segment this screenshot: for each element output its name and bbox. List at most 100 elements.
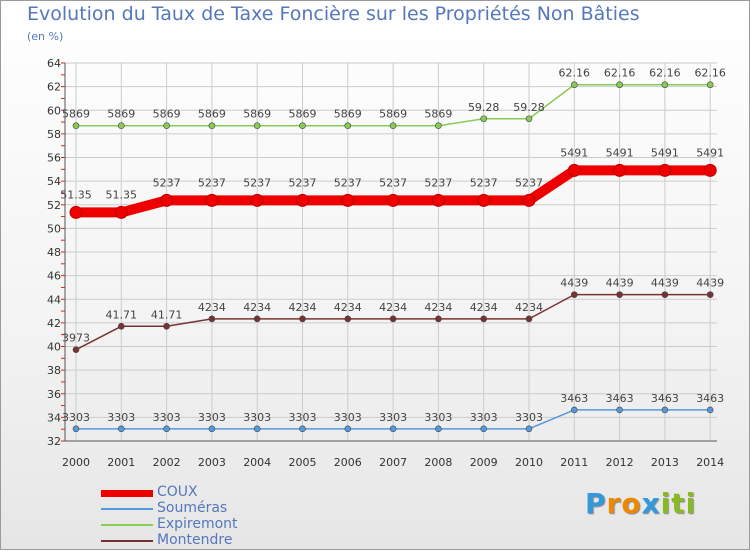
legend-item-soumeras: Souméras bbox=[101, 500, 301, 517]
data-point-soumeras bbox=[72, 425, 80, 433]
data-label-montendre: 4234 bbox=[379, 301, 407, 314]
data-point-soumeras bbox=[435, 425, 442, 433]
x-tick-label: 2011 bbox=[560, 456, 588, 469]
data-label-coux: 5237 bbox=[289, 176, 317, 189]
x-tick-label: 2002 bbox=[153, 456, 181, 469]
legend-swatch-montendre bbox=[101, 540, 153, 542]
data-point-montendre bbox=[253, 315, 261, 323]
data-label-soumeras: 3303 bbox=[62, 411, 90, 424]
data-label-coux: 51.35 bbox=[106, 188, 138, 201]
data-point-expiremont bbox=[480, 115, 488, 123]
data-point-soumeras bbox=[118, 425, 125, 433]
legend: COUX Souméras Expiremont Montendre bbox=[101, 484, 301, 549]
x-tick-label: 2001 bbox=[107, 456, 135, 469]
data-point-coux bbox=[658, 163, 672, 177]
legend-item-coux: COUX bbox=[101, 484, 301, 501]
data-label-expiremont: 62.16 bbox=[604, 67, 636, 80]
data-label-soumeras: 3303 bbox=[515, 411, 543, 424]
data-label-expiremont: 59.28 bbox=[468, 101, 500, 114]
data-point-soumeras bbox=[706, 406, 714, 414]
data-label-montendre: 41.71 bbox=[106, 308, 138, 321]
data-label-montendre: 4234 bbox=[198, 301, 226, 314]
x-tick-label: 2007 bbox=[379, 456, 407, 469]
data-point-montendre bbox=[570, 291, 578, 298]
data-point-soumeras bbox=[389, 425, 397, 433]
data-point-expiremont bbox=[72, 122, 80, 130]
data-point-soumeras bbox=[253, 425, 261, 433]
data-label-montendre: 4234 bbox=[289, 301, 317, 314]
data-label-montendre: 4234 bbox=[334, 301, 362, 314]
data-point-montendre bbox=[661, 291, 669, 298]
y-tick-label: 38 bbox=[47, 364, 61, 377]
data-point-montendre bbox=[616, 291, 623, 298]
data-label-coux: 5237 bbox=[470, 176, 498, 189]
logo-letter: i bbox=[685, 487, 697, 520]
legend-swatch-coux bbox=[101, 490, 153, 497]
data-point-coux bbox=[250, 193, 264, 207]
data-point-soumeras bbox=[661, 406, 669, 414]
data-label-coux: 5237 bbox=[243, 176, 271, 189]
y-tick-label: 54 bbox=[47, 175, 61, 188]
data-point-coux bbox=[613, 163, 627, 177]
data-point-soumeras bbox=[616, 406, 623, 414]
data-label-montendre: 4439 bbox=[696, 277, 724, 290]
data-label-expiremont: 5869 bbox=[289, 108, 317, 121]
y-tick-label: 56 bbox=[47, 152, 61, 165]
data-label-expiremont: 5869 bbox=[198, 108, 226, 121]
data-point-expiremont bbox=[525, 115, 533, 123]
logo-letter: i bbox=[660, 487, 672, 520]
data-label-soumeras: 3463 bbox=[560, 392, 588, 405]
x-tick-label: 2008 bbox=[424, 456, 452, 469]
data-label-coux: 5491 bbox=[606, 146, 634, 159]
data-point-coux bbox=[114, 205, 128, 219]
data-point-soumeras bbox=[208, 425, 216, 433]
data-label-montendre: 4234 bbox=[470, 301, 498, 314]
y-tick-label: 40 bbox=[47, 341, 61, 354]
logo-letter: P bbox=[585, 487, 607, 520]
data-label-coux: 5237 bbox=[334, 176, 362, 189]
legend-swatch-expiremont bbox=[101, 524, 153, 526]
data-label-coux: 5237 bbox=[198, 176, 226, 189]
legend-item-expiremont: Expiremont bbox=[101, 516, 301, 533]
data-point-coux bbox=[296, 193, 309, 207]
data-point-soumeras bbox=[344, 425, 352, 433]
data-point-expiremont bbox=[661, 81, 669, 89]
data-point-soumeras bbox=[480, 425, 488, 433]
data-point-coux bbox=[522, 193, 536, 207]
x-tick-label: 2003 bbox=[198, 456, 226, 469]
logo-letter: r bbox=[606, 487, 622, 520]
data-label-expiremont: 5869 bbox=[424, 108, 452, 121]
data-label-soumeras: 3303 bbox=[153, 411, 181, 424]
chart-subtitle: (en %) bbox=[27, 30, 64, 43]
data-label-expiremont: 62.16 bbox=[649, 67, 681, 80]
legend-label-soumeras: Souméras bbox=[157, 500, 228, 516]
y-tick-label: 42 bbox=[47, 317, 61, 330]
data-point-soumeras bbox=[570, 406, 578, 414]
data-label-soumeras: 3303 bbox=[334, 411, 362, 424]
data-label-montendre: 41.71 bbox=[151, 308, 183, 321]
data-point-expiremont bbox=[706, 81, 714, 89]
y-tick-label: 50 bbox=[47, 222, 61, 235]
logo-letter: o bbox=[621, 487, 642, 520]
data-label-soumeras: 3463 bbox=[696, 392, 724, 405]
data-label-montendre: 4234 bbox=[515, 301, 543, 314]
data-label-coux: 5491 bbox=[651, 146, 679, 159]
data-label-soumeras: 3303 bbox=[107, 411, 135, 424]
legend-label-montendre: Montendre bbox=[157, 532, 233, 548]
data-point-expiremont bbox=[435, 122, 442, 130]
y-tick-label: 62 bbox=[47, 81, 61, 94]
y-tick-label: 36 bbox=[47, 388, 61, 401]
data-label-soumeras: 3303 bbox=[379, 411, 407, 424]
legend-swatch-soumeras bbox=[101, 508, 153, 510]
data-label-expiremont: 5869 bbox=[334, 108, 362, 121]
x-tick-label: 2009 bbox=[470, 456, 498, 469]
logo-letter: x bbox=[641, 487, 661, 520]
chart-title: Evolution du Taux de Taxe Foncière sur l… bbox=[27, 3, 640, 25]
data-label-expiremont: 5869 bbox=[107, 108, 135, 121]
data-point-expiremont bbox=[299, 122, 306, 130]
data-point-coux bbox=[431, 193, 445, 207]
x-tick-label: 2013 bbox=[651, 456, 679, 469]
data-label-soumeras: 3303 bbox=[198, 411, 226, 424]
